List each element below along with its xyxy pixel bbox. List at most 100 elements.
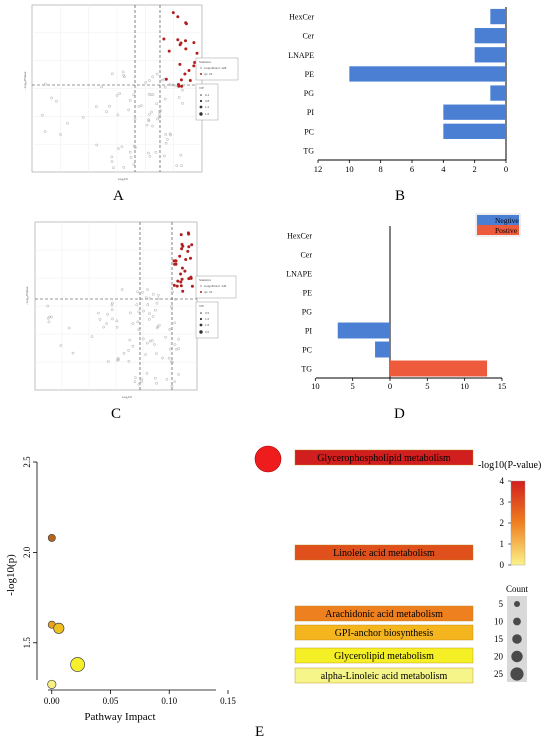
- volcano-point-insignificant: [145, 372, 149, 375]
- panel-e-colorbar-tick-label: 3: [500, 497, 505, 507]
- panel-d-category-label: TG: [301, 365, 312, 374]
- volcano-point-up: [179, 280, 183, 284]
- volcano-point-insignificant: [140, 290, 144, 294]
- volcano-point-up: [179, 233, 183, 237]
- volcano-point-insignificant: [155, 301, 159, 305]
- volcano-point-insignificant: [46, 304, 50, 308]
- volcano-point-up: [184, 258, 188, 261]
- panel-d-label: D: [394, 406, 405, 422]
- volcano-point-insignificant: [151, 124, 154, 128]
- volcano-point-insignificant: [163, 85, 167, 89]
- panel-a-legend-item-2: up: 24: [204, 72, 213, 76]
- volcano-point-up: [180, 266, 184, 270]
- volcano-point-insignificant: [110, 160, 114, 163]
- volcano-point-insignificant: [153, 376, 157, 380]
- volcano-point-insignificant: [158, 115, 161, 119]
- volcano-point-insignificant: [180, 164, 183, 168]
- panel-a-legend: [195, 57, 239, 81]
- volcano-point-up: [173, 262, 177, 266]
- panel-b-category-label: PC: [304, 127, 314, 136]
- volcano-point-insignificant: [128, 150, 132, 154]
- panel-d-category-label: PI: [305, 327, 312, 336]
- volcano-point-insignificant: [163, 154, 166, 158]
- volcano-point-up: [180, 242, 184, 246]
- volcano-point-insignificant: [120, 145, 124, 149]
- panel-e-pathway-label: Arachidonic acid metabolism: [325, 609, 443, 620]
- panel-e-pathway-bar: [294, 647, 474, 664]
- panel-a-vip-2: 0.8: [205, 99, 210, 103]
- volcano-point-insignificant: [81, 116, 85, 119]
- volcano-point-up: [187, 232, 191, 236]
- volcano-point-insignificant: [177, 347, 181, 350]
- panel-a-vip-4: 1.6: [205, 112, 210, 116]
- volcano-point-insignificant: [132, 144, 136, 148]
- panel-e-pathway-bar: [294, 449, 474, 466]
- volcano-point-insignificant: [94, 105, 98, 108]
- volcano-point-up: [192, 64, 196, 68]
- volcano-point-up: [167, 49, 171, 53]
- volcano-point-insignificant: [154, 150, 158, 154]
- volcano-point-insignificant: [136, 320, 140, 324]
- panel-d-tick-label: 5: [351, 381, 355, 391]
- panel-e-count-label: 25: [494, 669, 504, 679]
- panel-e-pathway-point: [47, 533, 56, 542]
- volcano-point-insignificant: [144, 81, 148, 84]
- volcano-point-insignificant: [133, 380, 137, 384]
- panel-e-xlabel: Pathway Impact: [84, 711, 155, 723]
- volcano-point-insignificant: [181, 101, 184, 105]
- panel-b-tick-label: 0: [504, 164, 508, 174]
- panel-a-xlabel: Log₂FC: [118, 177, 129, 181]
- panel-e-xtick-label: 0.15: [220, 696, 236, 706]
- panel-d-legend-neg-swatch: [477, 215, 519, 225]
- panel-e-pathway-point: [53, 622, 65, 634]
- volcano-point-insignificant: [117, 358, 120, 362]
- volcano-point-insignificant: [148, 339, 152, 343]
- volcano-point-insignificant: [95, 143, 99, 147]
- volcano-point-insignificant: [110, 72, 114, 76]
- volcano-point-up: [186, 249, 190, 253]
- volcano-point-insignificant: [163, 97, 167, 101]
- panel-a-vip-dot-2: [199, 99, 203, 103]
- volcano-point-up: [177, 84, 181, 88]
- volcano-point-insignificant: [147, 151, 150, 155]
- panel-a-volcano: Log₂FC −Log₁₀PValue Statistics insignifi…: [23, 4, 239, 204]
- panel-b-tick-label: 10: [345, 164, 354, 174]
- volcano-point-insignificant: [155, 352, 158, 355]
- volcano-point-insignificant: [129, 156, 133, 159]
- volcano-point-insignificant: [115, 319, 119, 323]
- volcano-point-insignificant: [50, 315, 53, 319]
- volcano-point-insignificant: [112, 166, 115, 170]
- panel-b-category-label: PG: [304, 89, 314, 98]
- volcano-point-insignificant: [133, 117, 137, 121]
- volcano-point-insignificant: [105, 322, 108, 325]
- volcano-point-insignificant: [66, 121, 69, 125]
- panel-d-legend-pos: Postive: [495, 226, 518, 235]
- volcano-point-insignificant: [141, 337, 145, 341]
- panel-a-vip-dot-3: [199, 105, 203, 109]
- volcano-point-insignificant: [105, 110, 108, 114]
- volcano-point-up: [184, 22, 188, 26]
- volcano-point-insignificant: [106, 360, 110, 363]
- volcano-point-insignificant: [122, 74, 125, 77]
- volcano-point-insignificant: [71, 351, 75, 355]
- volcano-point-insignificant: [153, 308, 157, 312]
- panel-e-count-label: 10: [494, 617, 504, 627]
- volcano-point-insignificant: [115, 325, 119, 329]
- panel-b-category-label: LNAPE: [288, 51, 314, 60]
- panel-b-label: B: [395, 188, 405, 204]
- volcano-point-insignificant: [151, 315, 155, 318]
- volcano-point-insignificant: [120, 288, 124, 291]
- panel-e-count-label: 15: [494, 634, 504, 644]
- panel-c-vip-dot-1: [200, 312, 202, 314]
- volcano-point-up: [176, 15, 180, 19]
- panel-e-count-title: Count: [506, 584, 529, 594]
- panel-e-ytick-label: 2.0: [22, 546, 32, 558]
- volcano-point-insignificant: [116, 356, 120, 360]
- volcano-point-insignificant: [166, 138, 169, 141]
- panel-e-pathway-bar: [294, 624, 474, 641]
- volcano-point-insignificant: [148, 312, 151, 315]
- volcano-point-insignificant: [177, 337, 180, 341]
- volcano-point-insignificant: [122, 351, 126, 355]
- panel-e-pathway-bar: [294, 605, 474, 622]
- panel-b-bar: [474, 28, 506, 44]
